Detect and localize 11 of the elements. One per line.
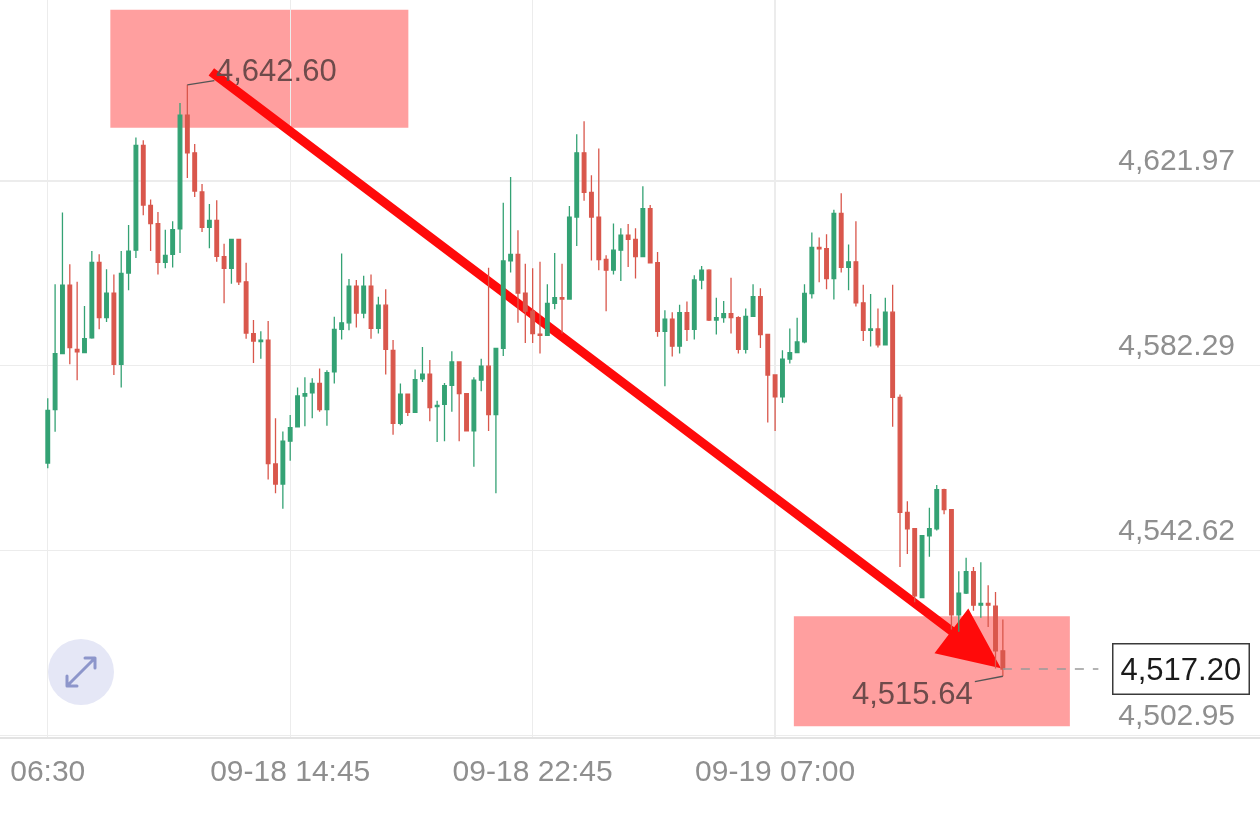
x-tick-label: 06:30	[10, 753, 86, 787]
ref-line-label: 4,517.20	[1120, 651, 1242, 687]
x-tick-label: 09-18 14:45	[210, 753, 371, 787]
annotation: 4,515.64	[852, 676, 973, 711]
y-tick-label: 4,621.97	[1118, 143, 1235, 177]
y-tick-label: 4,542.62	[1118, 513, 1235, 547]
y-tick-label: 4,582.29	[1118, 328, 1235, 362]
x-tick-label: 09-18 22:45	[452, 753, 613, 787]
annotation: 4,642.60	[216, 53, 337, 88]
x-tick-label: 09-19 07:00	[695, 753, 856, 787]
y-tick-label: 4,502.95	[1118, 697, 1235, 731]
